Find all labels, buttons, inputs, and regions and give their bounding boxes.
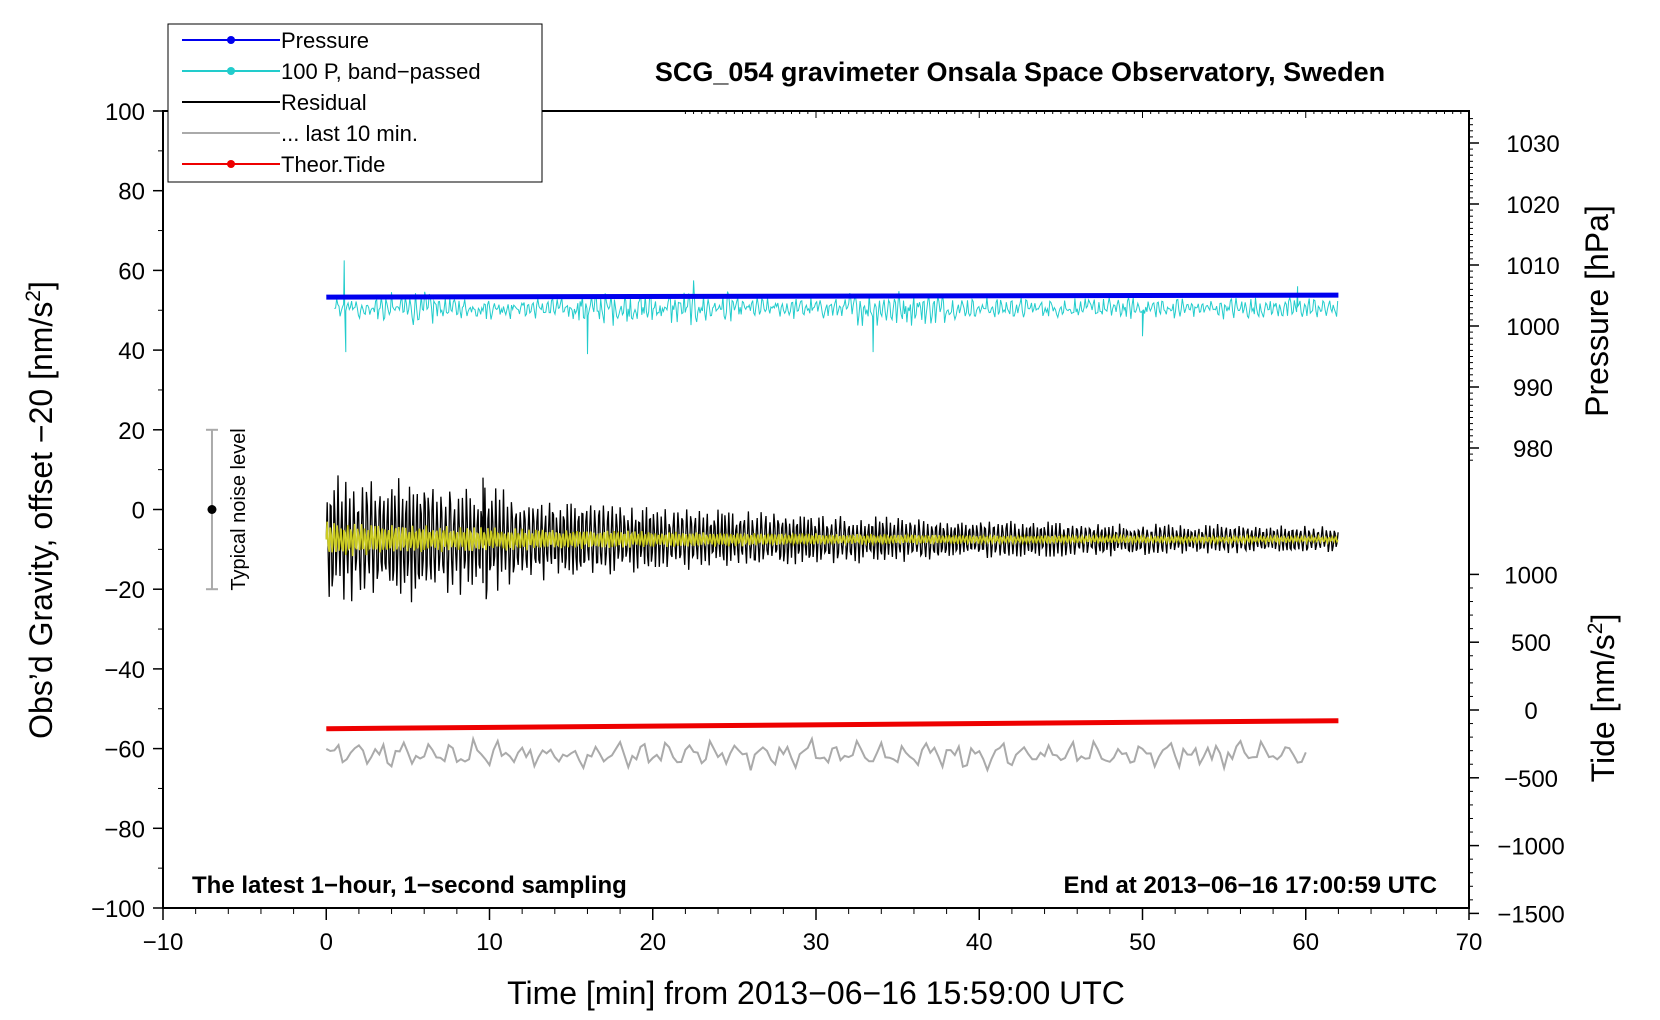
y-tick-label: 80 [118,179,145,206]
noise-level-label: Typical noise level [228,428,250,590]
annotation-left: The latest 1−hour, 1−second sampling [192,872,627,899]
tide-axis-title-main: Tide [nm/s [1585,634,1621,782]
x-tick-label: −10 [143,929,184,956]
tide-tick-label: −1000 [1497,834,1564,861]
y-tick-label: 20 [118,418,145,445]
y-tick-label: 40 [118,338,145,365]
x-tick-label: 10 [476,929,503,956]
left-y-axis-title-sup: 2 [22,290,45,302]
series-pressure-bandpassed [334,260,1339,355]
legend-label: Theor.Tide [281,152,385,177]
legend-marker [227,67,235,75]
annotation-right: End at 2013−06−16 17:00:59 UTC [1063,872,1437,899]
tide-axis: 1000 500 0 −500 −1000 −1500 [1469,562,1565,928]
left-y-axis-title-close: ] [23,281,59,290]
left-y-axis-title-main: Obs’d Gravity, offset −20 [nm/s [23,302,59,739]
legend-marker [227,160,235,168]
legend-label: ... last 10 min. [281,121,418,146]
series-pressure [326,292,1339,300]
pressure-tick-label: 1000 [1506,314,1559,341]
pressure-tick-label: 980 [1513,436,1553,463]
top-minor-ticks [684,111,1470,118]
x-tick-label: 30 [803,929,830,956]
tide-tick-label: 0 [1524,698,1537,725]
y-tick-label: −40 [104,657,145,684]
noise-level-bar [205,428,218,591]
x-axis-title: Time [min] from 2013−06−16 15:59:00 UTC [507,975,1125,1011]
x-tick-label: 40 [966,929,993,956]
y-tick-label: −100 [91,896,145,923]
legend-items: Pressure 100 P, band−passed Residual ... la… [182,28,481,177]
tide-tick-label: −1500 [1497,901,1564,928]
tide-tick-label: 500 [1511,630,1551,657]
y-tick-label: −20 [104,577,145,604]
noise-bar-center-dot [207,505,217,514]
legend-label: 100 P, band−passed [281,59,481,84]
plot-area-frame [162,110,1470,909]
x-tick-label: 60 [1292,929,1319,956]
x-tick-label: 0 [320,929,333,956]
x-tick-label: 50 [1129,929,1156,956]
pressure-axis-title: Pressure [hPa] [1579,205,1615,417]
series-layer [325,260,1339,773]
legend: Pressure 100 P, band−passed Residual ... la… [167,23,543,183]
y-tick-label: 60 [118,258,145,285]
tide-tick-label: −500 [1504,766,1558,793]
pressure-tick-label: 990 [1513,375,1553,402]
series-last-10-min [325,521,1339,557]
series-gray-trace [325,735,1307,773]
x-axis: −10 0 10 20 30 40 50 60 70 [143,908,1483,956]
series-theor-tide [326,718,1339,732]
left-y-axis: 100 80 60 40 20 0 −20 −40 −60 −80 −100 [91,99,163,923]
x-tick-label: 20 [639,929,666,956]
tide-axis-title: Tide [nm/s2] [1584,614,1621,783]
legend-label: Residual [281,90,367,115]
pressure-tick-label: 1020 [1506,192,1559,219]
x-tick-label: 70 [1456,929,1483,956]
y-tick-label: −60 [104,737,145,764]
pressure-tick-label: 1010 [1506,253,1559,280]
y-tick-label: 100 [105,99,145,126]
tide-axis-title-close: ] [1585,614,1621,623]
pressure-tick-label: 1030 [1506,131,1559,158]
left-y-axis-title: Obs’d Gravity, offset −20 [nm/s2] [22,281,59,739]
chart-title: SCG_054 gravimeter Onsala Space Observat… [655,57,1385,87]
tide-axis-title-sup: 2 [1584,623,1607,635]
tide-tick-label: 1000 [1504,562,1557,589]
legend-label: Pressure [281,28,369,53]
pressure-axis: 1030 1020 1010 1000 990 980 [1469,118,1560,463]
legend-marker [227,36,235,44]
y-tick-label: −80 [104,816,145,843]
y-tick-label: 0 [132,498,145,525]
